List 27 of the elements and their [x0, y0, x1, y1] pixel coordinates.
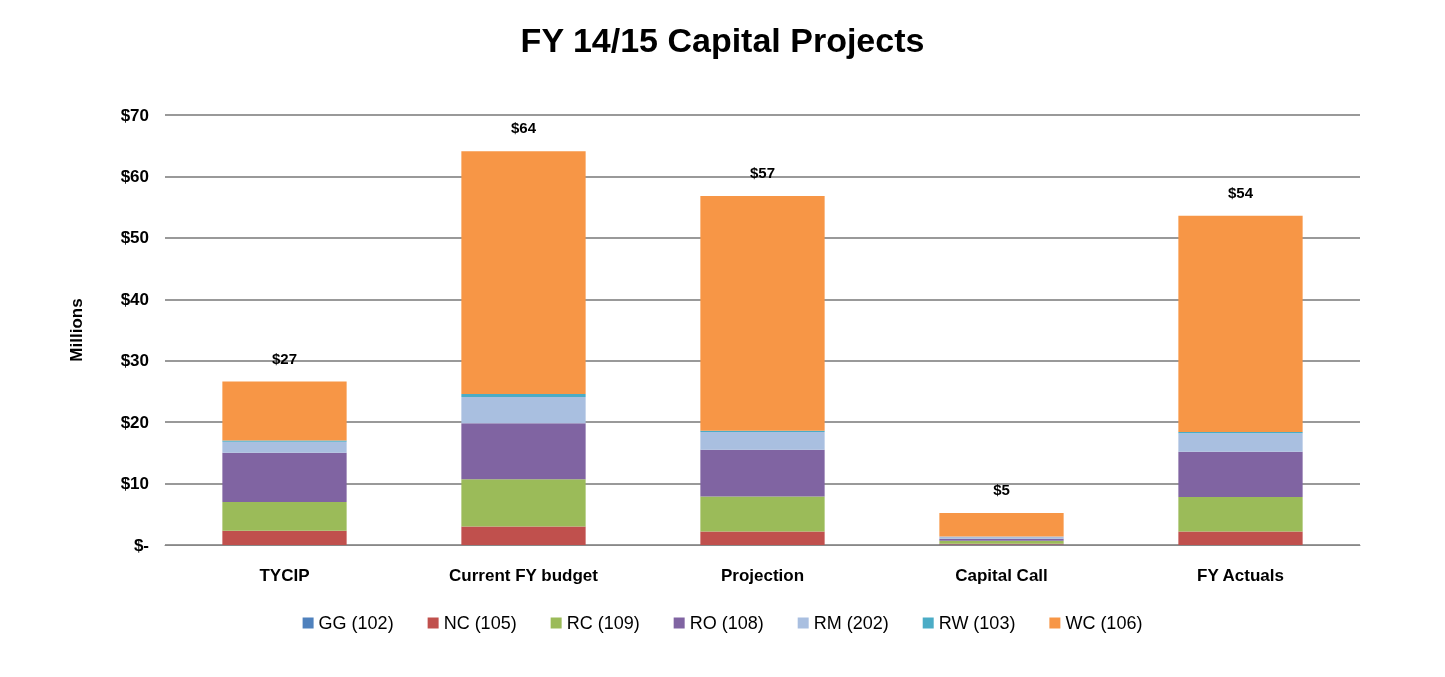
- x-tick-label: Capital Call: [955, 566, 1048, 585]
- y-tick-label: $20: [120, 412, 149, 432]
- y-tick-label: $10: [120, 474, 149, 494]
- x-tick-label: TYCIP: [259, 566, 310, 585]
- y-tick-label: $30: [120, 351, 149, 371]
- legend-label: RO (108): [689, 613, 764, 633]
- total-label: $54: [1227, 183, 1254, 201]
- total-label: $57: [749, 164, 776, 182]
- legend-label: RC (109): [566, 613, 640, 633]
- legend-label: NC (105): [443, 613, 517, 633]
- y-tick-label: $60: [120, 166, 149, 186]
- x-tick-label: FY Actuals: [1197, 566, 1284, 585]
- y-tick-label: $70: [120, 105, 149, 125]
- total-label: $64: [510, 119, 537, 137]
- chart-title: FY 14/15 Capital Projects: [520, 21, 925, 59]
- x-tick-label: Current FY budget: [449, 566, 599, 585]
- legend-label: RW (103): [938, 613, 1016, 633]
- x-tick-label: Projection: [720, 566, 805, 585]
- y-tick-label: $40: [120, 289, 149, 309]
- y-tick-label: $-: [133, 535, 149, 555]
- legend-label: GG (102): [318, 613, 394, 633]
- legend-label: WC (106): [1065, 613, 1143, 633]
- legend-label: RM (202): [813, 613, 889, 633]
- total-label: $27: [271, 349, 298, 367]
- total-label: $5: [993, 481, 1010, 499]
- y-tick-label: $50: [120, 228, 149, 248]
- y-axis-title: Millions: [67, 298, 86, 362]
